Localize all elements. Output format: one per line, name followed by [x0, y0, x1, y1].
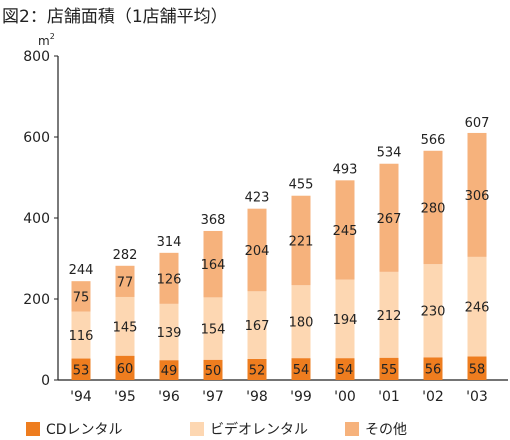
data-label: 194 — [333, 313, 358, 328]
data-label: 154 — [201, 323, 226, 338]
data-label: 54 — [337, 363, 354, 378]
data-label: 58 — [469, 362, 486, 377]
bar-group: 53 116 75 244 '94 60 145 77 282 '95 49 139 126 314 '96… — [69, 116, 490, 405]
y-tick-label: 800 — [23, 49, 50, 65]
total-label: 455 — [289, 178, 314, 193]
y-axis-unit-superscript: 2 — [50, 32, 55, 41]
legend-swatch — [190, 422, 204, 436]
x-tick-label: '97 — [202, 389, 224, 405]
bar-segment — [291, 358, 311, 380]
x-tick-label: '95 — [114, 389, 136, 405]
data-label: 55 — [381, 363, 398, 378]
data-label: 221 — [289, 234, 314, 249]
y-tick-label: 0 — [41, 373, 50, 389]
total-label: 314 — [157, 235, 182, 250]
data-label: 52 — [249, 363, 266, 378]
bar-segment — [71, 311, 91, 359]
y-tick-label: 600 — [23, 130, 50, 146]
data-label: 139 — [157, 326, 182, 341]
bar-segment — [159, 252, 179, 304]
data-label: 50 — [205, 364, 222, 379]
bar-segment — [71, 281, 91, 312]
bar-segment — [335, 180, 355, 280]
legend-label: その他 — [365, 422, 407, 438]
bar-segment — [335, 279, 355, 359]
legend-swatch — [26, 422, 40, 436]
bar-segment — [467, 256, 487, 357]
total-label: 534 — [377, 146, 402, 161]
data-label: 230 — [421, 305, 446, 320]
total-label: 368 — [201, 213, 226, 228]
x-tick-label: '00 — [334, 389, 356, 405]
data-label: 126 — [157, 272, 182, 287]
total-label: 244 — [69, 263, 94, 278]
y-tick-label: 400 — [23, 211, 50, 227]
bar-segment — [71, 358, 91, 380]
bar-segment — [247, 291, 267, 359]
bar-segment — [247, 208, 267, 292]
y-tick-label: 200 — [23, 292, 50, 308]
bar-segment — [203, 297, 223, 360]
total-label: 566 — [421, 133, 446, 148]
bar-segment — [159, 303, 179, 361]
total-label: 607 — [465, 116, 490, 131]
data-label: 306 — [465, 189, 490, 204]
data-label: 267 — [377, 212, 402, 227]
bar-segment — [291, 285, 311, 359]
x-tick-label: '98 — [246, 389, 268, 405]
bar-segment — [423, 264, 443, 358]
data-label: 245 — [333, 224, 358, 239]
x-tick-label: '02 — [422, 389, 444, 405]
data-label: 167 — [245, 319, 270, 334]
data-label: 56 — [425, 363, 442, 378]
bar-segment — [379, 271, 399, 358]
bar-segment — [115, 265, 135, 297]
data-label: 280 — [421, 201, 446, 216]
bar-segment — [291, 195, 311, 286]
bar-segment — [379, 163, 399, 272]
bar-segment — [335, 358, 355, 380]
bar-segment — [203, 230, 223, 298]
chart-legend: CDレンタル ビデオレンタル その他 — [26, 421, 407, 438]
legend-swatch — [345, 422, 359, 436]
data-label: 116 — [69, 329, 94, 344]
bar-segment — [159, 360, 179, 380]
data-label: 54 — [293, 363, 310, 378]
data-label: 49 — [161, 364, 178, 379]
total-label: 282 — [113, 248, 138, 263]
y-axis-unit: m2 — [38, 32, 55, 48]
bar-segment — [423, 150, 443, 265]
x-tick-label: '94 — [70, 389, 92, 405]
data-label: 164 — [201, 258, 226, 273]
data-label: 77 — [117, 275, 134, 290]
data-label: 60 — [117, 362, 134, 377]
bar-segment — [467, 356, 487, 380]
data-label: 212 — [377, 309, 402, 324]
bar-segment — [115, 296, 135, 356]
data-label: 204 — [245, 244, 270, 259]
bar-segment — [423, 357, 443, 380]
bar-segment — [115, 355, 135, 380]
data-label: 180 — [289, 316, 314, 331]
bar-segment — [203, 359, 223, 380]
bar-segment — [467, 132, 487, 257]
legend-label: ビデオレンタル — [210, 421, 308, 438]
data-label: 53 — [73, 363, 90, 378]
data-label: 246 — [465, 301, 490, 316]
bar-segment — [379, 357, 399, 380]
legend-label: CDレンタル — [46, 422, 123, 438]
total-label: 493 — [333, 162, 358, 177]
x-tick-label: '96 — [158, 389, 180, 405]
data-label: 75 — [73, 290, 90, 305]
x-tick-label: '99 — [290, 389, 312, 405]
x-tick-label: '01 — [378, 389, 400, 405]
data-label: 145 — [113, 320, 138, 335]
total-label: 423 — [245, 191, 270, 206]
chart-title: 図2：店舗面積（1店舗平均） — [2, 7, 228, 27]
x-tick-label: '03 — [466, 389, 488, 405]
bar-segment — [247, 358, 267, 380]
y-axis-unit-base: m — [38, 34, 50, 48]
